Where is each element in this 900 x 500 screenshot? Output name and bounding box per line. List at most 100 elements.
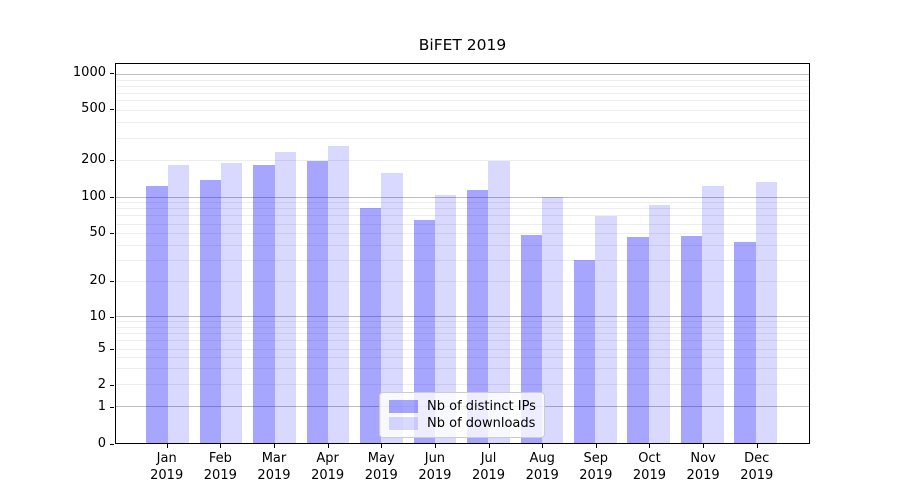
minor-gridline [116,384,809,386]
x-tick-label-line: May [367,451,395,466]
x-tick-label-line: 2019 [418,467,452,483]
bar-downloads [167,165,189,443]
x-tick-label-line: 2019 [150,467,184,483]
x-tick-label-line: 2019 [471,467,506,483]
minor-gridline [116,202,809,204]
x-tick-label-line: Apr [316,451,339,466]
x-tick-label: Oct 2019 [617,451,681,484]
bar-downloads [274,151,296,443]
bar-distinct-ips [360,207,382,443]
legend-label: Nb of distinct IPs [427,399,536,414]
x-tick-label-line: 2019 [257,467,291,483]
x-tick-label-line: 2019 [632,467,666,483]
x-tick-label: Aug 2019 [510,451,574,484]
bar-distinct-ips [146,186,168,443]
x-tick-label-line: Sep [583,451,609,466]
bar-downloads [488,161,510,443]
x-tick-mark [166,444,168,448]
minor-gridline [116,215,809,217]
y-tick-label: 1 [97,398,106,414]
minor-gridline [116,138,809,140]
y-tick-label: 200 [81,152,106,167]
y-tick-mark [110,73,114,75]
x-tick-mark [488,444,490,448]
bar-downloads [328,145,350,443]
x-tick-label-line: 2019 [203,467,237,483]
x-tick-label-line: 2019 [364,467,398,483]
bar-downloads [541,196,564,443]
x-tick-label: May 2019 [349,451,413,484]
x-tick-label-line: 2019 [311,467,345,483]
minor-gridline [116,280,809,282]
legend-swatch [389,417,418,430]
x-tick-label-line: 2019 [579,467,613,483]
bar-downloads [434,194,457,443]
x-tick-mark [220,444,222,448]
y-tick-label: 20 [89,273,106,288]
y-tick-mark [110,281,114,282]
minor-gridline [116,100,809,102]
x-tick-label: Mar 2019 [242,451,306,484]
minor-gridline [116,160,809,162]
x-tick-mark [434,444,436,448]
x-tick-label-line: Feb [208,451,232,466]
minor-gridline [116,259,809,261]
minor-gridline [116,357,809,359]
bar-distinct-ips [734,242,756,443]
legend-label: Nb of downloads [427,416,536,431]
y-tick-label: 100 [81,188,106,204]
x-tick-mark [756,444,758,448]
x-tick-label: Apr 2019 [296,451,360,484]
bar-downloads [702,186,724,443]
minor-gridline [116,244,809,246]
bar-downloads [381,173,403,443]
y-tick-mark [110,108,114,110]
major-gridline [116,74,809,76]
x-tick-mark [595,444,597,448]
major-gridline [116,316,809,318]
x-tick-mark [542,444,544,448]
x-tick-label-line: Nov [690,451,716,466]
y-tick-mark [110,406,114,408]
bar-distinct-ips [199,179,222,443]
y-tick-mark [110,316,114,318]
minor-gridline [116,348,809,350]
legend: Nb of distinct IPs Nb of downloads [379,392,545,438]
x-tick-label: Jan 2019 [135,451,199,484]
bar-downloads [221,163,243,443]
bar-downloads [755,182,778,443]
y-tick-label: 500 [81,100,106,116]
minor-gridline [116,326,809,328]
minor-gridline [116,208,809,210]
y-tick-mark [110,233,114,234]
y-tick-label: 5 [97,341,106,357]
minor-gridline [116,79,809,81]
x-tick-label: Nov 2019 [671,451,735,484]
x-tick-mark [327,444,329,448]
bar-distinct-ips [573,259,596,443]
x-tick-label-line: Jul [480,451,497,466]
minor-gridline [116,109,809,111]
bar-distinct-ips [253,164,275,443]
x-tick-label: Sep 2019 [564,451,628,484]
plot-area: Nb of distinct IPs Nb of downloads [115,63,810,444]
bar-distinct-ips [467,190,489,443]
legend-entry: Nb of distinct IPs [389,398,536,415]
minor-gridline [116,92,809,94]
x-tick-label-line: Dec [744,451,770,466]
x-tick-label: Feb 2019 [188,451,252,484]
x-tick-label-line: 2019 [740,467,774,483]
bar-distinct-ips [520,235,542,443]
bar-downloads [595,215,617,443]
x-tick-mark [703,444,705,448]
x-tick-label: Jul 2019 [457,451,521,484]
x-tick-label-line: Oct [638,451,661,466]
minor-gridline [116,122,809,124]
major-gridline [116,196,809,198]
bar-distinct-ips [306,160,328,443]
chart-title: BiFET 2019 [418,36,507,54]
minor-gridline [116,340,809,341]
minor-gridline [116,223,809,225]
x-tick-label: Dec 2019 [725,451,789,484]
